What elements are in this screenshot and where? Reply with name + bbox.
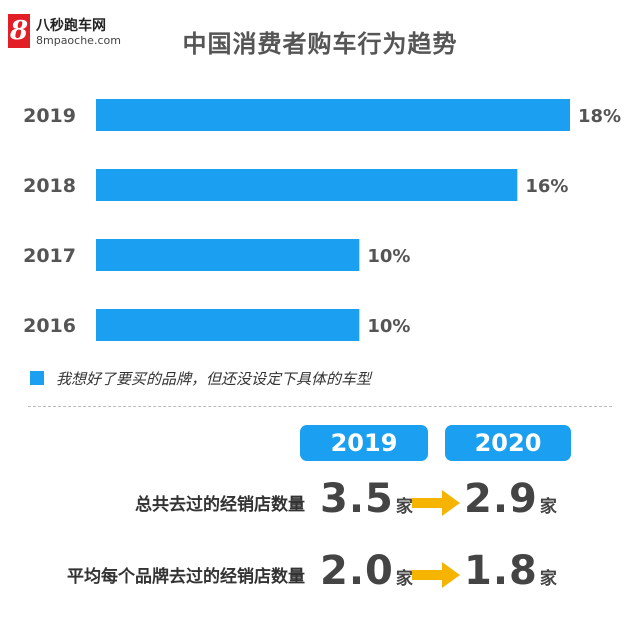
logo-url: 8mpaoche.com [36, 34, 121, 47]
comparison-to-value: 1.8 家 [464, 548, 557, 594]
comparison-row-label: 平均每个品牌去过的经销店数量 [67, 567, 305, 587]
value-label: 10% [367, 246, 410, 267]
to-number: 2.9 [464, 476, 538, 522]
arrow-right-icon [412, 562, 460, 588]
unit-label: 家 [395, 569, 413, 589]
from-number: 3.5 [320, 476, 394, 522]
dashed-divider [28, 406, 612, 407]
category-label: 2019 [23, 105, 76, 127]
to-number: 1.8 [464, 548, 538, 594]
page-title: 中国消费者购车行为趋势 [182, 30, 458, 58]
arrow-right-icon [412, 490, 460, 516]
logo-name: 八秒跑车网 [36, 18, 106, 34]
value-label: 18% [578, 106, 621, 127]
comparison-to-value: 2.9 家 [464, 476, 557, 522]
legend-swatch [30, 371, 44, 385]
category-label: 2018 [23, 175, 76, 197]
brand-logo: 8 八秒跑车网 8mpaoche.com [8, 14, 138, 54]
year-badge-to: 2020 [445, 425, 571, 461]
comparison-row-label: 总共去过的经销店数量 [135, 495, 305, 515]
bar [96, 169, 518, 201]
logo-badge: 8 [8, 14, 30, 48]
bar [96, 309, 360, 341]
value-label: 16% [525, 176, 568, 197]
bar [96, 239, 360, 271]
value-label: 10% [367, 316, 410, 337]
comparison-from-value: 2.0 家 [320, 548, 413, 594]
category-label: 2016 [23, 315, 76, 337]
year-badge-from: 2019 [300, 425, 428, 461]
legend-label: 我想好了要买的品牌，但还没设定下具体的车型 [56, 370, 372, 388]
bar-chart: 2019 18% 2018 16% 2017 10% 2016 10% [23, 99, 621, 341]
category-label: 2017 [23, 245, 76, 267]
unit-label: 家 [395, 497, 413, 517]
from-number: 2.0 [320, 548, 394, 594]
unit-label: 家 [539, 569, 557, 589]
comparison-from-value: 3.5 家 [320, 476, 413, 522]
bar [96, 99, 570, 131]
unit-label: 家 [539, 497, 557, 517]
